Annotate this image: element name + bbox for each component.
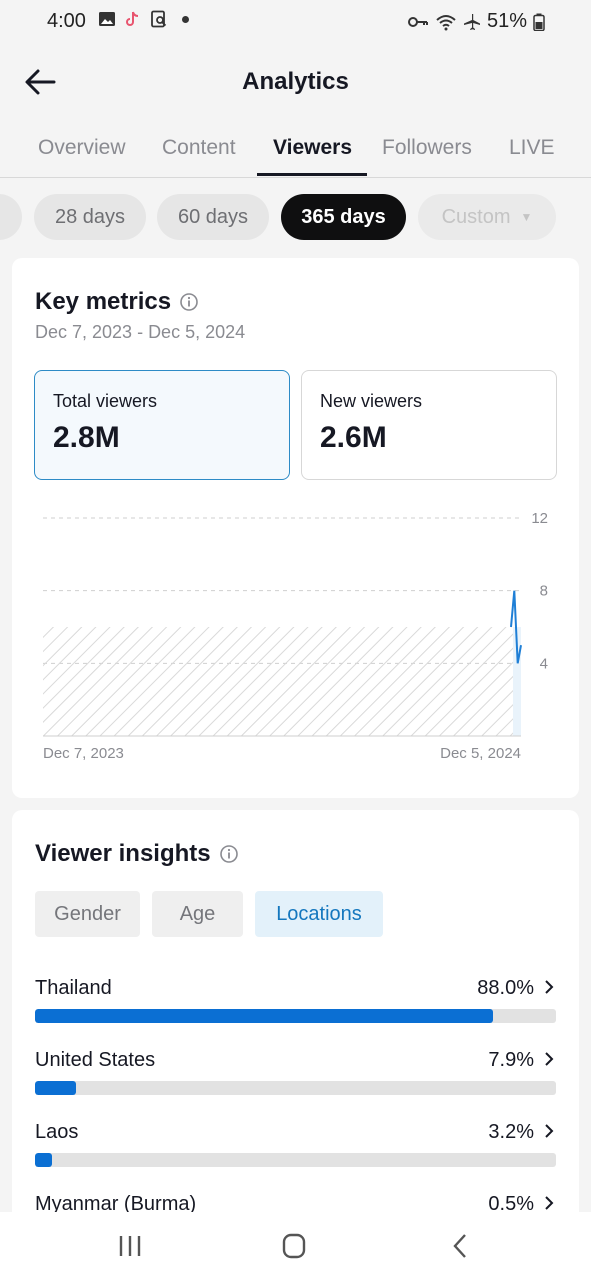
series-line — [510, 590, 522, 664]
x-tick-label: Dec 5, 2024 — [440, 745, 521, 762]
date-range-text: Dec 7, 2023 - Dec 5, 2024 — [35, 322, 246, 342]
chip-7-days-partial[interactable] — [0, 194, 22, 240]
key-metrics-title: Key metrics — [35, 288, 172, 315]
info-icon[interactable] — [179, 292, 199, 312]
location-bar-track — [35, 1153, 556, 1167]
y-tick-label: 12 — [531, 510, 548, 527]
chevron-right-icon — [545, 1124, 554, 1138]
y-tick-label: 4 — [540, 655, 548, 672]
location-row[interactable]: Laos 3.2% — [35, 1121, 556, 1181]
metric-label: Total viewers — [53, 391, 158, 411]
viewer-insights-card: Viewer insights Gender Age Locations Tha… — [12, 810, 579, 1239]
viewer-insights-title: Viewer insights — [35, 840, 211, 867]
home-icon[interactable] — [276, 1230, 312, 1262]
back-nav-icon[interactable] — [443, 1230, 479, 1262]
metric-label: New viewers — [320, 391, 423, 411]
chevron-right-icon — [545, 1052, 554, 1066]
location-bar-fill — [35, 1081, 77, 1095]
chip-365-days[interactable]: 365 days — [281, 194, 406, 240]
y-tick-label: 8 — [540, 583, 548, 600]
viewer-insights-header: Viewer insights — [35, 840, 239, 868]
page-title: Analytics — [242, 68, 349, 95]
no-data-hatched-area — [43, 627, 513, 736]
location-name: Thailand — [35, 977, 112, 999]
metric-new-viewers[interactable]: New viewers 2.6M — [301, 370, 557, 480]
chevron-right-icon — [545, 980, 554, 994]
location-row[interactable]: Thailand 88.0% — [35, 977, 556, 1037]
chip-28-days[interactable]: 28 days — [34, 194, 146, 240]
location-percent: 3.2% — [488, 1121, 534, 1143]
app-bar: Analytics — [0, 44, 591, 120]
tab-live[interactable]: LIVE — [509, 136, 555, 159]
search-doc-icon — [151, 10, 167, 28]
status-time: 4:00 — [47, 10, 86, 32]
back-arrow-icon[interactable] — [22, 64, 58, 100]
key-metrics-card: Key metrics Dec 7, 2023 - Dec 5, 2024 To… — [12, 258, 579, 798]
active-tab-indicator — [257, 173, 367, 176]
date-filter-bar: 28 days 60 days 365 days Custom ▼ — [0, 194, 591, 242]
location-name: Laos — [35, 1121, 79, 1143]
location-bar-track — [35, 1081, 556, 1095]
status-bar: 4:00 51% — [0, 0, 591, 44]
viewers-chart-svg: 4 8 12 Dec 7, 2023 Dec 5, 2024 — [43, 510, 548, 762]
gallery-icon — [99, 12, 115, 26]
recent-data-shade — [513, 627, 521, 736]
battery-icon — [533, 13, 545, 31]
tab-followers[interactable]: Followers — [382, 136, 472, 159]
dropdown-caret-icon: ▼ — [520, 210, 533, 224]
chip-custom-label: Custom — [441, 205, 511, 228]
location-bar-fill — [35, 1009, 494, 1023]
tiktok-icon — [126, 11, 139, 26]
chevron-right-icon — [545, 1196, 554, 1210]
segment-age[interactable]: Age — [152, 891, 243, 937]
location-percent: 0.5% — [488, 1193, 534, 1215]
segment-gender[interactable]: Gender — [35, 891, 140, 937]
chip-custom[interactable]: Custom ▼ — [418, 194, 556, 240]
chip-60-days[interactable]: 60 days — [157, 194, 269, 240]
location-row[interactable]: United States 7.9% — [35, 1049, 556, 1109]
recent-apps-icon[interactable] — [112, 1230, 148, 1262]
location-percent: 88.0% — [477, 977, 534, 999]
metric-value: 2.8M — [53, 421, 120, 454]
battery-percent: 51% — [486, 10, 527, 32]
system-nav-bar — [0, 1212, 591, 1280]
tab-content[interactable]: Content — [162, 136, 236, 159]
viewers-chart: 4 8 12 Dec 7, 2023 Dec 5, 2024 — [12, 498, 579, 768]
airplane-icon — [463, 13, 480, 30]
tab-overview[interactable]: Overview — [38, 136, 126, 159]
key-metrics-header: Key metrics — [35, 288, 199, 316]
x-tick-label: Dec 7, 2023 — [43, 745, 124, 762]
notification-dot — [182, 15, 189, 23]
wifi-icon — [436, 14, 456, 30]
location-name: Myanmar (Burma) — [35, 1193, 197, 1215]
metric-total-viewers[interactable]: Total viewers 2.8M — [34, 370, 290, 480]
metric-value: 2.6M — [320, 421, 387, 454]
location-bar-track — [35, 1009, 556, 1023]
tab-bar: Overview Content Viewers Followers LIVE — [0, 120, 591, 178]
vpn-key-icon — [407, 16, 428, 27]
location-name: United States — [35, 1049, 156, 1071]
location-bar-fill — [35, 1153, 52, 1167]
tab-viewers[interactable]: Viewers — [273, 136, 353, 159]
segment-locations[interactable]: Locations — [255, 891, 383, 937]
location-percent: 7.9% — [488, 1049, 534, 1071]
info-icon[interactable] — [219, 844, 239, 864]
